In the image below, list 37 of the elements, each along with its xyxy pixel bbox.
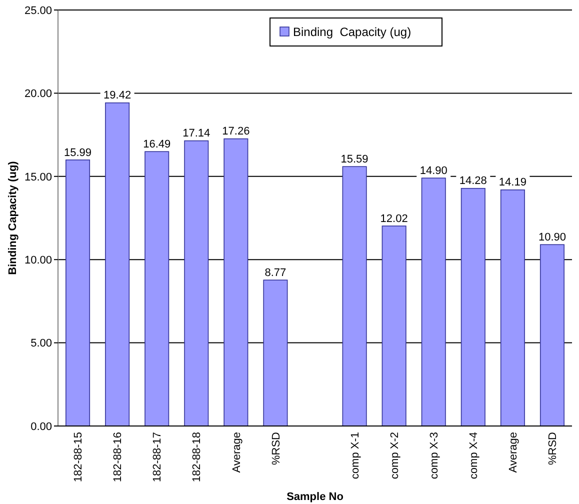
x-axis-title: Sample No	[286, 491, 344, 503]
y-tick-label: 10.00	[24, 254, 52, 266]
data-label: 15.59	[340, 153, 368, 166]
x-tick-label: 182-88-16	[112, 432, 124, 482]
y-tick-label: 0.00	[30, 420, 52, 433]
data-label: 14.19	[498, 176, 526, 189]
data-label: 19.42	[104, 90, 132, 102]
x-tick-label: Average	[230, 432, 243, 473]
x-tick-label: %RSD	[547, 432, 560, 466]
data-label: 10.90	[538, 231, 566, 244]
x-tick-label: 182-88-17	[152, 432, 164, 482]
data-label: 17.14	[182, 128, 210, 140]
x-tick-label: Average	[508, 432, 520, 473]
x-tick-label: comp X-4	[468, 432, 480, 480]
legend-label: Binding Capacity (ug)	[293, 25, 412, 40]
x-tick-label: 182-88-18	[191, 432, 204, 482]
data-label: 8.77	[264, 266, 286, 279]
x-tick-label: comp X-1	[349, 432, 362, 480]
data-label: 12.02	[380, 212, 408, 225]
x-tick-label: comp X-3	[428, 432, 440, 480]
bar	[500, 189, 525, 426]
bar	[460, 188, 486, 426]
bar	[421, 178, 446, 426]
x-tick-label: 182-88-15	[72, 432, 85, 482]
y-tick-label: 5.00	[30, 338, 52, 350]
data-label: 16.49	[143, 138, 171, 150]
y-tick-label: 20.00	[24, 88, 52, 100]
data-label: 15.99	[64, 146, 92, 159]
data-label: 14.28	[459, 175, 487, 188]
x-tick-label: %RSD	[270, 432, 282, 466]
y-axis-title: Binding Capacity (ug)	[7, 160, 19, 275]
y-tick-label: 25.00	[24, 4, 52, 17]
data-label: 17.26	[222, 126, 250, 138]
bar	[105, 102, 130, 426]
data-label: 14.90	[420, 164, 448, 177]
y-tick-label: 15.00	[24, 171, 52, 184]
x-tick-label: comp X-2	[388, 432, 401, 480]
